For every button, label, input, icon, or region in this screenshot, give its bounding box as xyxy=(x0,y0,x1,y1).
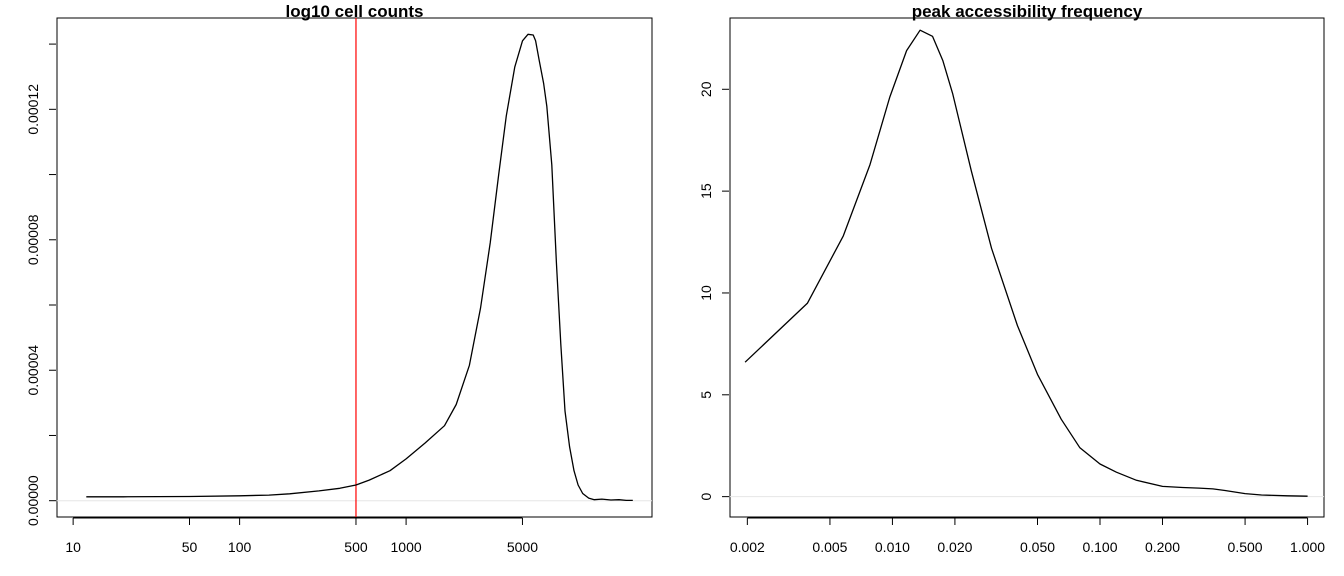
chart-title: peak accessibility frequency xyxy=(912,2,1143,21)
y-tick-label: 20 xyxy=(698,81,714,97)
density-curve xyxy=(86,33,633,502)
y-tick-label: 0.00012 xyxy=(25,84,41,135)
x-tick-label: 0.050 xyxy=(1020,539,1055,555)
y-tick-label: 0.00008 xyxy=(25,214,41,265)
x-tick-label: 500 xyxy=(344,539,368,555)
peak-accessibility-panel: peak accessibility frequency 0.002 0.005 0.… xyxy=(698,2,1325,555)
plot-frame xyxy=(729,17,1325,518)
x-tick-label: 50 xyxy=(182,539,198,555)
y-tick-label: 0.00004 xyxy=(25,345,41,396)
x-tick-label: 100 xyxy=(228,539,252,555)
x-tick-label: 1.000 xyxy=(1290,539,1325,555)
plot-frame xyxy=(56,17,653,518)
y-tick-label: 10 xyxy=(698,285,714,301)
x-tick-label: 1000 xyxy=(391,539,422,555)
x-tick-label: 0.200 xyxy=(1145,539,1180,555)
x-tick-label: 0.100 xyxy=(1082,539,1117,555)
x-tick-label: 0.005 xyxy=(812,539,847,555)
y-tick-label: 5 xyxy=(698,391,714,399)
chart-title: log10 cell counts xyxy=(286,2,424,21)
y-tick-label: 15 xyxy=(698,183,714,199)
cell-counts-panel: log10 cell counts 10 50 100 500 1000 5000 0.000… xyxy=(25,2,653,555)
x-tick-label: 5000 xyxy=(507,539,538,555)
y-tick-label: 0.00000 xyxy=(25,475,41,526)
x-tick-label: 10 xyxy=(65,539,81,555)
x-tick-label: 0.500 xyxy=(1228,539,1263,555)
x-tick-label: 0.002 xyxy=(730,539,765,555)
x-tick-label: 0.020 xyxy=(937,539,972,555)
y-tick-label: 0 xyxy=(698,493,714,501)
x-tick-label: 0.010 xyxy=(875,539,910,555)
density-curve xyxy=(744,29,1308,497)
